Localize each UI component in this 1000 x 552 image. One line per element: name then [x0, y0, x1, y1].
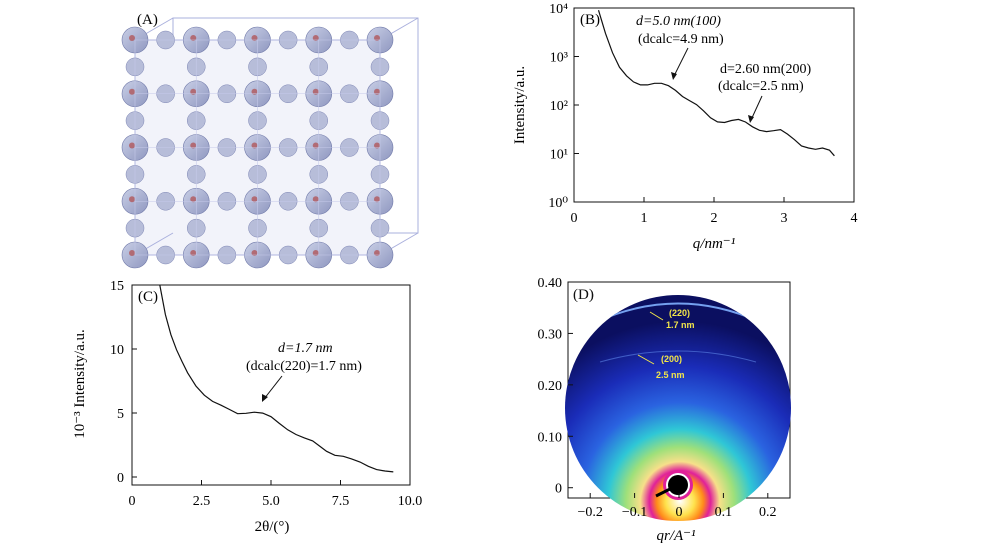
b-xtick-label: 4: [851, 211, 858, 226]
annotation-c-1-line2: (dcalc(220)=1.7 nm): [246, 359, 362, 374]
lattice-node-core: [190, 88, 197, 95]
lattice-node-core: [374, 250, 380, 256]
lattice-node-core: [312, 250, 319, 256]
plot-c-ylabel: 10⁻³ Intensity/a.u.: [72, 329, 88, 438]
annotation-c-1-arrow: [263, 375, 283, 400]
lattice-node-core: [251, 142, 258, 149]
plot-c-xlabel: 2θ/(°): [255, 519, 290, 535]
b-xtick-label: 3: [781, 211, 788, 226]
cubic-lattice-image: [121, 17, 419, 269]
lattice-node-core: [374, 88, 380, 95]
d-xtick-label: 0.1: [715, 505, 733, 520]
lattice-node-core: [251, 88, 258, 95]
c-ytick-label: 15: [110, 279, 124, 294]
d-xtick-label: 0: [676, 505, 683, 520]
d-ytick-label: 0.40: [538, 276, 563, 291]
b-ytick-label: 10¹: [550, 148, 568, 163]
panel-a-label: (A): [137, 12, 158, 28]
annotation-b-2-line1: d=2.60 nm(200): [720, 62, 811, 77]
d-xtick-label: 0.2: [759, 505, 777, 520]
b-ytick-label: 10⁰: [548, 196, 568, 211]
annotation-d-2-arrow: [637, 354, 655, 365]
lattice-node-core: [129, 196, 135, 203]
d-ytick-label: 0: [555, 482, 562, 497]
b-ytick-label: 10²: [550, 99, 568, 114]
lattice-node-core: [129, 88, 135, 95]
c-ytick-label: 5: [117, 407, 124, 422]
lattice-node-core: [129, 142, 135, 149]
lattice-node-core: [312, 88, 319, 95]
panel-d-label-front: (D): [573, 287, 594, 303]
panel-c-label: (C): [138, 289, 158, 305]
b-xtick-label: 0: [571, 211, 578, 226]
lattice-node-core: [374, 196, 380, 203]
panel-d-label-bg: [570, 285, 592, 303]
annotation-d-1-line2: 1.7 nm: [666, 320, 695, 330]
c-xtick-label: 0: [129, 494, 136, 509]
plot-d-xlabel: qr/A⁻¹: [656, 528, 696, 544]
lattice-node-core: [190, 35, 197, 41]
plot-b-ylabel: Intensity/a.u.: [512, 66, 528, 144]
plot-b-ticks: 0 1 2 3 4 10⁰ 10¹ 10² 10³ 10⁴: [548, 2, 857, 226]
lattice-node-core: [374, 35, 380, 41]
panel-b-label: (B): [580, 12, 600, 28]
plot-b-xlabel: q/nm⁻¹: [693, 236, 736, 252]
b-ytick-label: 10⁴: [549, 2, 568, 17]
annotation-d-2-line2: 2.5 nm: [656, 370, 685, 380]
annotation-b-1-arrow: [672, 47, 689, 79]
lattice-node-core: [312, 142, 319, 149]
lattice-node-core: [190, 250, 197, 256]
c-xtick-label: 2.5: [193, 494, 211, 509]
annotation-d-1-arrow: [649, 311, 664, 321]
plot-c-ticks: 0 2.5 5.0 7.5 10.0 0 5 10 15: [110, 279, 422, 509]
lattice-node-core: [312, 196, 319, 203]
plot-c-frame: [131, 284, 411, 486]
d-xtick-label: −0.1: [622, 505, 647, 520]
ring-200: [599, 350, 757, 363]
panel-d: −0.2−0.100.10.200.100.200.300.40 (D) (D)…: [538, 276, 791, 544]
d-ytick-label: 0.20: [538, 379, 563, 394]
d-xtick-label: −0.2: [577, 505, 602, 520]
c-xtick-label: 10.0: [398, 494, 423, 509]
lattice-node-core: [312, 35, 319, 41]
annotation-b-2-arrow: [750, 95, 763, 121]
lattice-node-core: [190, 142, 197, 149]
lattice-node-core: [251, 35, 258, 41]
panel-c: 0 2.5 5.0 7.5 10.0 0 5 10 15 (C) d=1.7 nm (dcalc…: [72, 279, 422, 535]
lattice-node-core: [251, 196, 258, 203]
d-ytick-label: 0.10: [538, 430, 563, 445]
series-b-curve: [597, 10, 835, 157]
d-ytick-label: 0.30: [538, 327, 563, 342]
annotation-c-1-line1: d=1.7 nm: [278, 341, 333, 356]
lattice-node-core: [190, 196, 197, 203]
annotation-d-2-line1: (200): [661, 354, 682, 364]
lattice-node-core: [129, 250, 135, 256]
series-c-curve: [159, 284, 394, 473]
b-xtick-label: 1: [641, 211, 648, 226]
c-xtick-label: 7.5: [332, 494, 350, 509]
annotation-b-1-arrowhead: [671, 72, 677, 80]
annotation-b-2-arrowhead: [748, 115, 754, 123]
annotation-b-1-line2: (dcalc=4.9 nm): [638, 32, 724, 47]
annotation-b-2-line2: (dcalc=2.5 nm): [718, 79, 804, 94]
c-xtick-label: 5.0: [262, 494, 280, 509]
c-ytick-label: 0: [117, 471, 124, 486]
annotation-c-1-arrowhead: [262, 394, 268, 402]
c-ytick-label: 10: [110, 343, 124, 358]
beamstop-arm: [655, 483, 679, 498]
plot-d-ticks: −0.2 −0.1 0 0.1 0.200.100.200.300.40: [538, 276, 777, 520]
b-ytick-label: 10³: [550, 51, 568, 66]
lattice-node-core: [251, 250, 258, 256]
lattice-node-core: [374, 142, 380, 149]
ring-220: [595, 302, 761, 323]
panel-b: 0 1 2 3 4 10⁰ 10¹ 10² 10³ 10⁴ (B) d=5.0 nm(100) (…: [512, 2, 858, 252]
panel-a: (A): [121, 12, 419, 269]
lattice-node-core: [129, 35, 135, 41]
annotation-d-1-line1: (220): [669, 308, 690, 318]
b-xtick-label: 2: [711, 211, 718, 226]
annotation-b-1-line1: d=5.0 nm(100): [636, 14, 721, 29]
